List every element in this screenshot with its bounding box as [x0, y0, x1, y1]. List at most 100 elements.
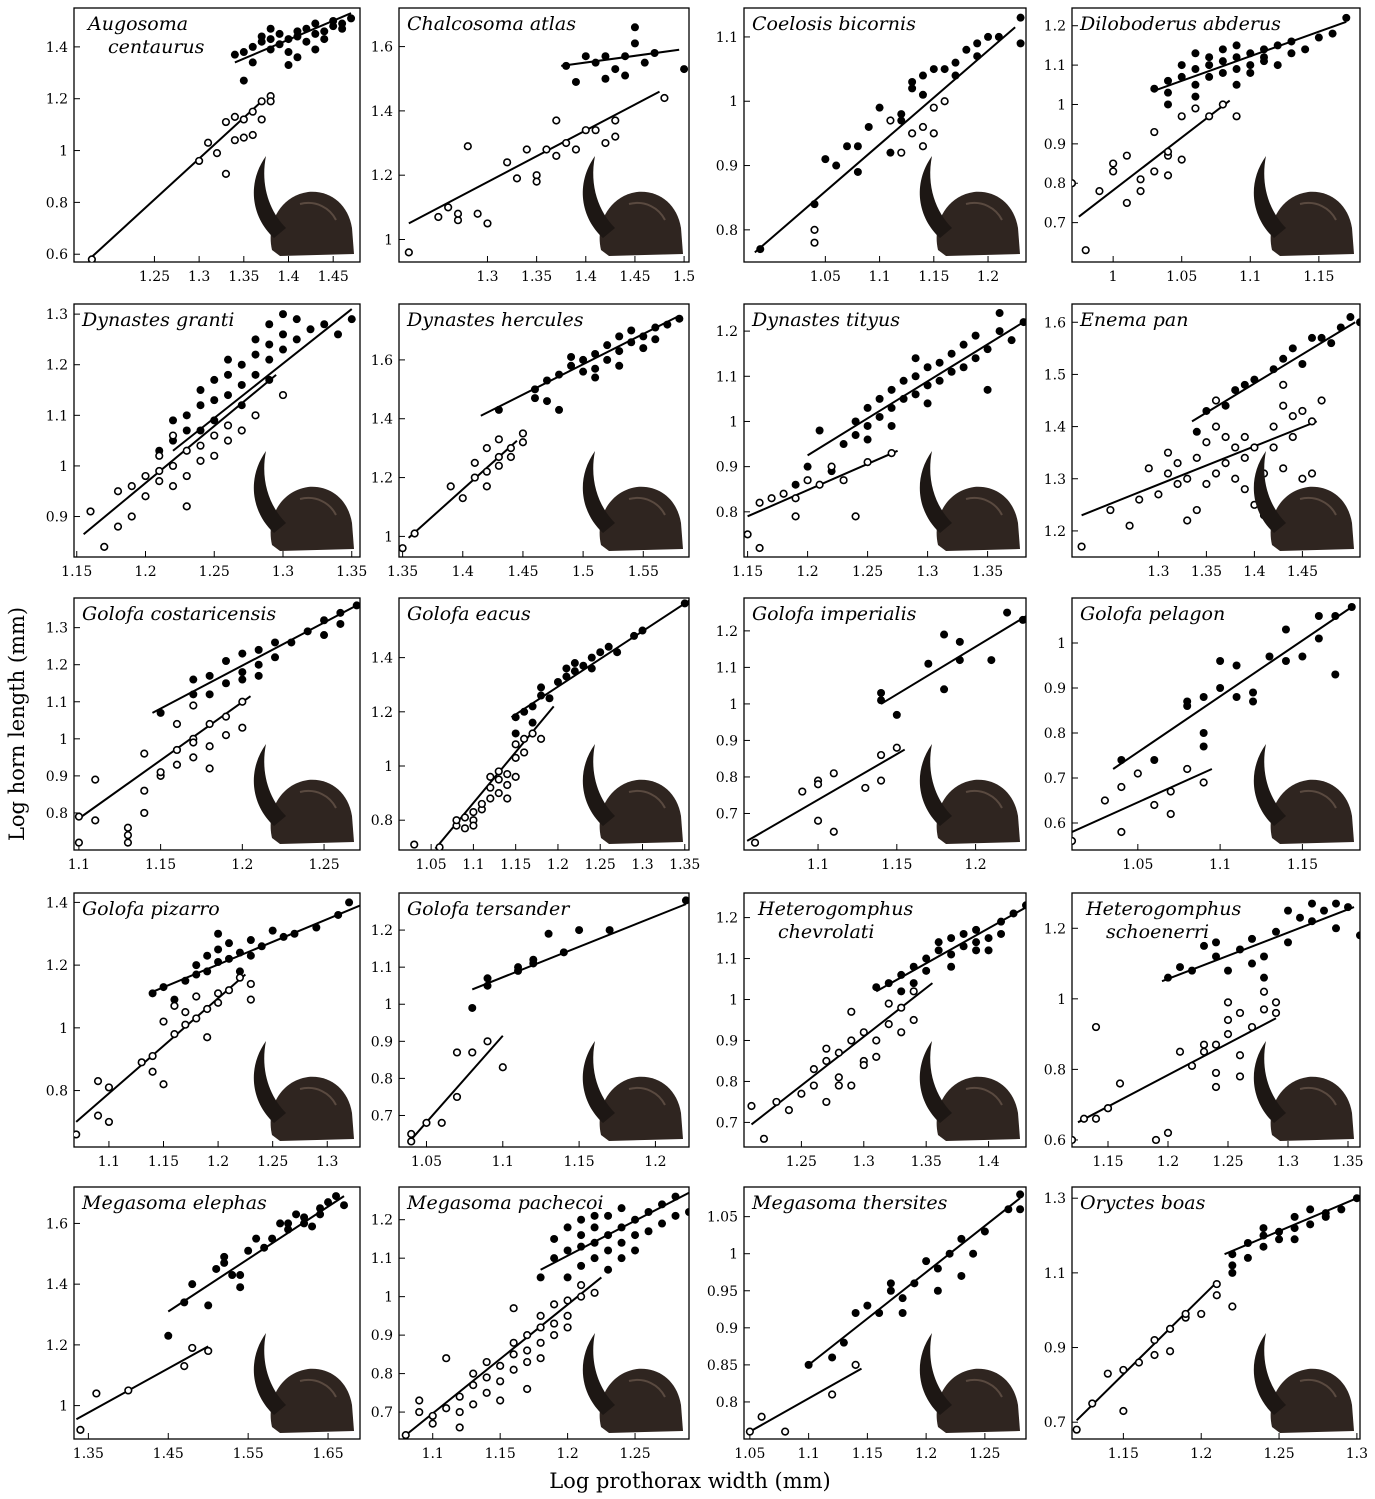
- data-point-filled: [791, 480, 800, 489]
- data-point-filled: [287, 638, 296, 647]
- regression-line: [1075, 1281, 1218, 1422]
- data-point-open: [1163, 171, 1173, 180]
- data-point-open: [798, 787, 807, 796]
- data-point-filled: [545, 694, 554, 703]
- data-point-filled: [671, 1192, 680, 1201]
- y-tick-label: 0.8: [371, 1071, 393, 1087]
- data-point-filled: [1328, 29, 1337, 38]
- data-point-open: [155, 477, 164, 486]
- data-point-open: [104, 1083, 114, 1092]
- data-point-open: [1240, 453, 1249, 462]
- data-point-open: [1269, 443, 1278, 452]
- data-point-filled: [579, 661, 588, 670]
- data-point-filled: [651, 323, 660, 332]
- data-point-filled: [275, 40, 284, 49]
- regression-line: [746, 748, 906, 842]
- data-point-open: [238, 697, 247, 706]
- data-point-open: [839, 476, 848, 485]
- data-point-filled: [945, 1249, 954, 1258]
- data-point-filled: [886, 148, 895, 157]
- data-point-open: [141, 492, 150, 501]
- data-point-filled: [1183, 697, 1192, 706]
- data-point-open: [463, 142, 472, 151]
- data-point-filled: [1260, 952, 1268, 961]
- data-point-filled: [887, 421, 896, 430]
- chart-panel: 1.1 1.15 1.2 0.7 0.8 0.9 1 1.1 1.2 Golofa imperia…: [716, 597, 1027, 873]
- data-point-open: [791, 494, 800, 503]
- data-point-open: [170, 1001, 179, 1010]
- data-point-open: [156, 768, 165, 777]
- data-point-open: [469, 821, 478, 830]
- data-point-open: [1192, 453, 1201, 462]
- x-tick-label: 1.1: [68, 857, 90, 873]
- data-point-open: [482, 444, 491, 453]
- data-point-filled: [1356, 931, 1360, 940]
- data-point-filled: [1202, 406, 1211, 415]
- data-point-filled: [980, 1227, 989, 1236]
- data-point-open: [87, 255, 96, 262]
- data-point-open: [1072, 836, 1077, 846]
- plot-frame: [398, 303, 690, 558]
- data-point-open: [468, 1048, 477, 1057]
- data-point-open: [1103, 1369, 1112, 1378]
- data-point-filled: [604, 642, 613, 651]
- y-tick-label: 1.3: [1044, 472, 1066, 488]
- data-point-filled: [863, 435, 872, 444]
- data-point-open: [509, 1350, 518, 1359]
- data-point-open: [1235, 1072, 1245, 1081]
- data-point-filled: [591, 373, 600, 382]
- y-tick-label: 1: [384, 1290, 393, 1306]
- data-point-filled: [884, 979, 893, 988]
- data-point-open: [74, 1130, 81, 1139]
- data-point-filled: [604, 1246, 613, 1255]
- data-point-filled: [265, 320, 274, 329]
- data-point-open: [550, 1319, 559, 1328]
- data-point-filled: [271, 638, 280, 647]
- beetle-head-illustration: [919, 156, 1020, 256]
- y-tick-label: 1.2: [371, 1213, 393, 1229]
- data-point-filled: [1287, 37, 1296, 46]
- data-point-filled: [1205, 53, 1214, 62]
- chart-panel: 1.15 1.2 1.25 1.3 1.35 0.6 0.8 1 1.2 Heterogomphu…: [1044, 892, 1364, 1170]
- data-point-open: [124, 1386, 133, 1395]
- plot-frame: [73, 597, 361, 851]
- data-point-filled: [910, 1279, 919, 1288]
- data-point-filled: [579, 367, 588, 376]
- data-point-filled: [279, 330, 287, 339]
- data-point-filled: [575, 926, 584, 935]
- data-point-open: [470, 473, 479, 482]
- data-point-filled: [604, 1211, 613, 1220]
- data-point-open: [1072, 179, 1077, 188]
- y-tick-label: 1.1: [371, 960, 393, 976]
- data-point-open: [847, 1007, 856, 1016]
- data-point-open: [1150, 1335, 1159, 1345]
- x-tick-label: 1.15: [1287, 857, 1318, 873]
- data-point-filled: [511, 713, 520, 722]
- data-point-open: [1211, 396, 1221, 405]
- data-point-filled: [923, 363, 932, 372]
- y-tick-label: 0.9: [371, 1328, 393, 1344]
- data-point-filled: [159, 983, 168, 992]
- data-point-filled: [909, 962, 918, 971]
- data-point-filled: [877, 688, 886, 697]
- y-tick-label: 1.2: [371, 471, 393, 487]
- y-tick-label: 1: [384, 759, 393, 775]
- data-point-open: [822, 1056, 831, 1066]
- data-point-filled: [994, 32, 1003, 41]
- data-point-open: [1307, 469, 1317, 478]
- data-point-filled: [324, 1198, 333, 1207]
- data-point-open: [1187, 1061, 1197, 1070]
- data-point-open: [486, 794, 495, 803]
- data-point-open: [496, 1377, 505, 1386]
- data-point-open: [230, 112, 239, 121]
- chart-panel: 1.1 1.15 1.2 1.25 0.7 0.8 0.9 1 1.1 1.2 Megasoma p…: [371, 1186, 690, 1462]
- data-point-open: [511, 740, 520, 749]
- data-point-open: [1072, 1425, 1081, 1434]
- plot-area: [747, 901, 1026, 1143]
- data-point-filled: [1331, 612, 1340, 620]
- regression-line: [408, 90, 660, 225]
- x-tick-label: 1.2: [644, 1154, 666, 1170]
- data-point-filled: [1228, 1261, 1237, 1270]
- data-point-filled: [300, 1219, 309, 1228]
- chart-panel: 1.3 1.35 1.4 1.45 1.2 1.3 1.4 1.5 1.6 Enema pan: [1044, 303, 1361, 580]
